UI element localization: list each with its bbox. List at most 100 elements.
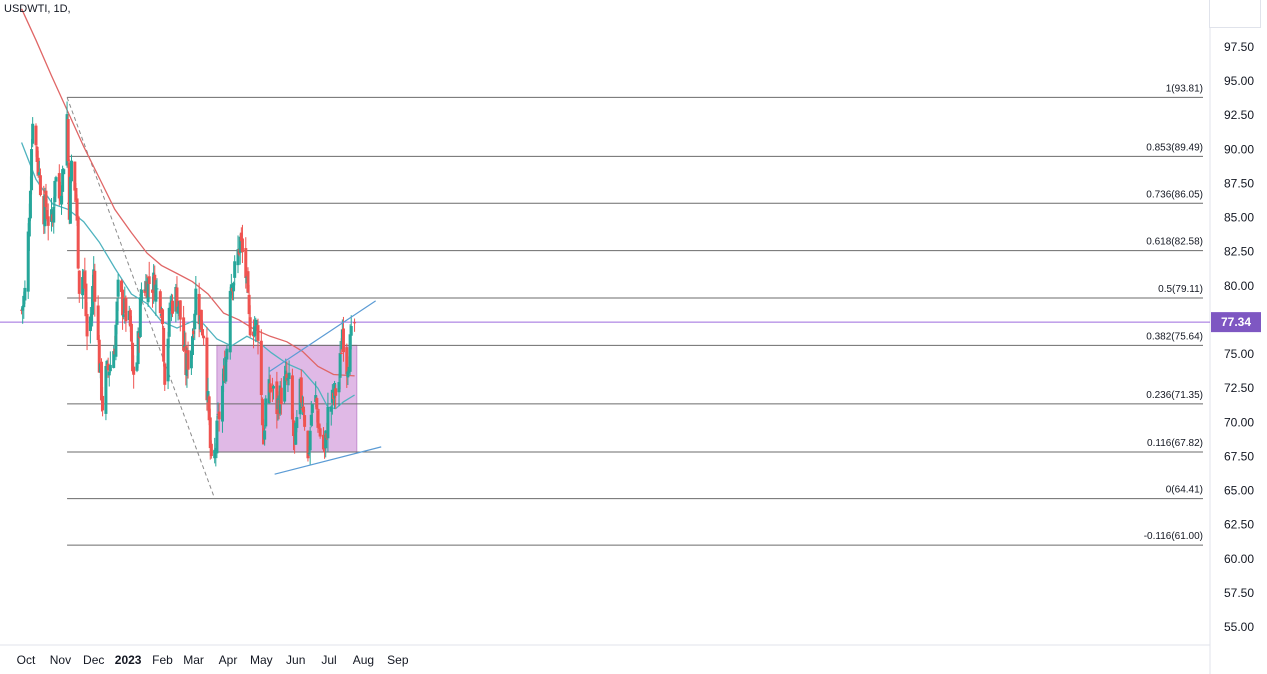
- fib-level-label: 0.236(71.35): [1146, 390, 1203, 401]
- candle-body: [74, 188, 78, 200]
- candle-body: [61, 169, 65, 192]
- candle-body: [154, 284, 158, 302]
- chart-settings-button[interactable]: [1209, 0, 1261, 28]
- price-axis-tick: 90.00: [1224, 142, 1254, 156]
- candle-body: [260, 399, 264, 426]
- candle-body: [207, 396, 211, 421]
- candle-body: [339, 352, 343, 354]
- price-axis-tick: 72.50: [1224, 381, 1254, 395]
- candle-body: [23, 287, 27, 301]
- candle-body: [284, 370, 288, 377]
- candle-body: [104, 365, 108, 414]
- time-axis-tick: Mar: [183, 653, 204, 667]
- candle-body: [197, 293, 201, 325]
- candle-body: [84, 283, 88, 317]
- fib-level-label: 0(64.41): [1166, 485, 1203, 496]
- candle-body: [122, 314, 126, 317]
- candle-body: [217, 411, 221, 420]
- candle-body: [263, 430, 267, 440]
- price-axis-tick: 87.50: [1224, 176, 1254, 190]
- price-axis-tick: 85.00: [1224, 211, 1254, 225]
- candle-body: [175, 287, 179, 312]
- candle-body: [171, 300, 175, 314]
- candle-body: [348, 334, 352, 372]
- candle-body: [76, 216, 80, 269]
- candle-body: [259, 340, 263, 396]
- price-axis-tick: 80.00: [1224, 279, 1254, 293]
- candle-body: [168, 307, 172, 311]
- time-axis-tick: Apr: [219, 653, 238, 667]
- last-price-tag-text: 77.34: [1221, 315, 1251, 329]
- candle-body: [139, 289, 143, 301]
- candle-body: [191, 336, 194, 355]
- candle-body: [329, 406, 333, 412]
- time-axis-tick: Dec: [83, 653, 104, 667]
- candle-body: [349, 326, 353, 336]
- candle-body: [307, 452, 311, 454]
- candle-body: [62, 169, 66, 175]
- candle-body: [115, 301, 119, 325]
- candle-body: [83, 271, 87, 289]
- candle-body: [89, 313, 93, 322]
- candle-body: [91, 286, 95, 315]
- candle-body: [34, 125, 38, 146]
- candle-body: [220, 385, 224, 422]
- candle-body: [46, 216, 50, 226]
- candle-body: [194, 288, 198, 315]
- candle-body: [66, 119, 70, 162]
- candle-body: [108, 364, 112, 372]
- candle-body: [135, 362, 139, 371]
- fib-level-label: 0.5(79.11): [1158, 284, 1203, 295]
- candle-body: [88, 316, 92, 332]
- price-axis-tick: 75.00: [1224, 347, 1254, 361]
- candle-body: [38, 175, 42, 196]
- candle-body: [143, 289, 147, 293]
- candle-body: [238, 236, 242, 253]
- candle-body: [37, 172, 41, 176]
- candle-body: [128, 310, 132, 327]
- candle-body: [52, 207, 56, 223]
- candle-body: [138, 297, 142, 337]
- candle-body: [158, 291, 162, 314]
- candle-body: [97, 339, 101, 373]
- candle-body: [96, 305, 100, 341]
- candle-body: [57, 173, 61, 199]
- candle-body: [21, 306, 25, 311]
- candle-body: [105, 360, 109, 366]
- candle-body: [129, 323, 133, 342]
- candle-body: [85, 313, 89, 337]
- candle-body: [114, 324, 118, 357]
- price-axis-tick: 92.50: [1224, 108, 1254, 122]
- candle-body: [192, 330, 196, 335]
- candle-body: [236, 249, 240, 266]
- candle-body: [208, 417, 212, 449]
- candle-body: [224, 356, 228, 382]
- time-axis-tick: Jun: [286, 653, 305, 667]
- fib-level-label: 0.736(86.05): [1146, 189, 1203, 200]
- candle-body: [200, 329, 204, 336]
- price-axis-tick: 95.00: [1224, 74, 1254, 88]
- candle-body: [26, 231, 30, 292]
- candle-body: [213, 449, 217, 459]
- candle-body: [53, 180, 57, 203]
- candle-body: [199, 309, 203, 330]
- candle-body: [124, 297, 128, 322]
- candle-body: [239, 232, 243, 242]
- candle-body: [285, 374, 289, 381]
- candle-body: [28, 190, 32, 219]
- candle-body: [256, 325, 260, 341]
- candle-body: [31, 123, 35, 144]
- candle-body: [225, 348, 229, 360]
- candle-body: [68, 176, 72, 224]
- candle-body: [189, 350, 193, 369]
- price-axis-tick: 97.50: [1224, 40, 1254, 54]
- candle-body: [294, 422, 298, 445]
- price-axis-tick: 67.50: [1224, 449, 1254, 463]
- candle-body: [60, 195, 64, 205]
- candle-body: [309, 414, 313, 426]
- candle-body: [162, 327, 166, 362]
- candle-body: [244, 248, 248, 279]
- candle-body: [341, 328, 345, 353]
